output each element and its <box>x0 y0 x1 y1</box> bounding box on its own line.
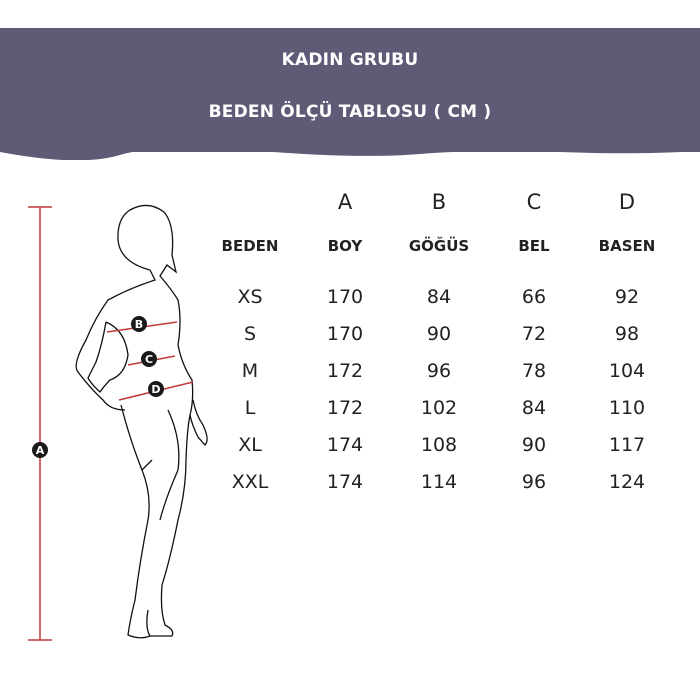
height-measure-a <box>28 206 52 641</box>
label-b-marker <box>131 316 147 332</box>
label-a: A <box>36 444 45 457</box>
label-b: B <box>135 318 143 331</box>
table-cell: 172 <box>326 397 364 419</box>
label-c: C <box>145 353 153 366</box>
table-cell: 172 <box>326 360 364 382</box>
header-subtitle: BEDEN ÖLÇÜ TABLOSU ( CM ) <box>208 102 492 122</box>
column-header: BASEN <box>598 237 656 255</box>
table-cell: 90 <box>521 434 547 456</box>
label-a-marker <box>32 442 48 458</box>
size-label: M <box>241 360 259 382</box>
column-letter: A <box>337 190 353 214</box>
size-label: XXL <box>231 471 269 493</box>
table-cell: 170 <box>326 323 364 345</box>
torn-edge <box>0 146 700 160</box>
table-cell: 108 <box>420 434 458 456</box>
table-cell: 92 <box>614 286 640 308</box>
table-cell: 117 <box>608 434 646 456</box>
table-cell: 124 <box>608 471 646 493</box>
column-letter: B <box>431 190 447 214</box>
table-cell: 96 <box>426 360 452 382</box>
table-cell: 78 <box>521 360 547 382</box>
size-label: XS <box>237 286 263 308</box>
column-header: BEL <box>518 237 550 255</box>
table-cell: 72 <box>521 323 547 345</box>
table-cell: 102 <box>420 397 458 419</box>
table-cell: 114 <box>420 471 458 493</box>
label-c-marker <box>141 351 157 367</box>
woman-silhouette <box>75 204 208 639</box>
table-cell: 174 <box>326 434 364 456</box>
size-label: S <box>243 323 257 345</box>
header-band <box>0 28 700 152</box>
table-cell: 110 <box>608 397 646 419</box>
table-cell: 84 <box>426 286 452 308</box>
table-cell: 174 <box>326 471 364 493</box>
label-d: D <box>151 383 160 396</box>
table-cell: 96 <box>521 471 547 493</box>
header-title: KADIN GRUBU <box>281 50 419 70</box>
table-cell: 104 <box>608 360 646 382</box>
label-d-marker <box>148 381 164 397</box>
size-label: L <box>244 397 256 419</box>
column-header: BOY <box>327 237 363 255</box>
table-cell: 170 <box>326 286 364 308</box>
column-header: GÖĞÜS <box>408 237 470 255</box>
column-header: BEDEN <box>221 237 279 255</box>
column-letter: D <box>618 190 636 214</box>
table-cell: 84 <box>521 397 547 419</box>
table-cell: 90 <box>426 323 452 345</box>
column-letter: C <box>526 190 542 214</box>
size-label: XL <box>238 434 262 456</box>
table-cell: 98 <box>614 323 640 345</box>
table-cell: 66 <box>521 286 547 308</box>
